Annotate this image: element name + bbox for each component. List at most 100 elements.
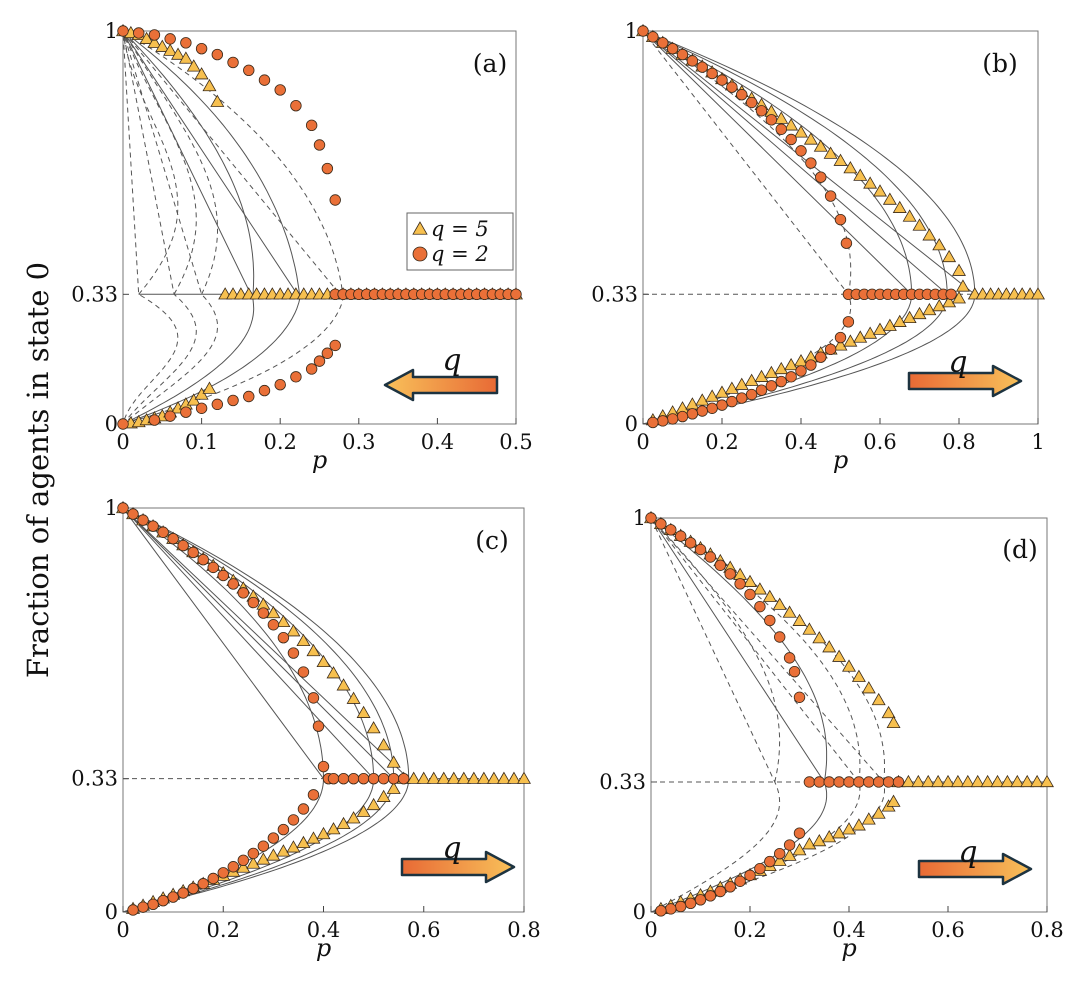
data-point-circle (684, 897, 697, 910)
data-point-circle (714, 559, 727, 571)
x-tick-label: 0.8 (1030, 918, 1063, 942)
data-point-circle (775, 375, 787, 388)
data-point-triangle (316, 654, 331, 668)
data-point-triangle (853, 168, 868, 181)
data-point-circle (754, 600, 766, 613)
data-point-circle (805, 359, 817, 371)
data-point-circle (290, 371, 302, 383)
x-tick-label: 0 (644, 918, 657, 942)
data-point-triangle (1031, 287, 1045, 300)
data-point-circle (694, 543, 707, 556)
data-point-circle (706, 67, 718, 80)
panel-c: 0 0.2 0.4 0.6 0.8 0 0.33 1 p (c) q (71, 496, 540, 962)
data-point-circle (834, 331, 847, 344)
data-point-circle (117, 502, 129, 514)
data-point-circle (824, 343, 837, 356)
data-point-triangle (922, 228, 937, 241)
data-point-triangle (802, 622, 817, 635)
x-tick-label: 0.8 (942, 430, 975, 454)
data-point-triangle (734, 377, 749, 390)
data-point-circle (290, 99, 302, 112)
data-point-circle (716, 399, 728, 411)
data-point-circle (305, 363, 318, 375)
data-point-circle (137, 514, 149, 526)
data-point-circle (321, 162, 334, 175)
data-point-circle (785, 371, 797, 383)
plot-frame (642, 30, 1039, 425)
data-point-circle (312, 720, 325, 732)
data-point-circle (676, 48, 689, 61)
x-tick-label: 0.2 (705, 430, 738, 454)
data-point-circle (274, 379, 286, 391)
data-point-circle (706, 402, 718, 414)
data-point-circle (764, 614, 776, 627)
data-point-triangle (881, 705, 896, 719)
data-point-triangle (823, 146, 838, 159)
y-tick-label: 0 (105, 412, 118, 436)
data-point-circle (783, 839, 796, 851)
data-point-circle (187, 546, 199, 559)
bifurcation-curve (650, 517, 781, 913)
data-point-triangle (366, 721, 381, 734)
data-point-circle (133, 27, 145, 39)
data-point-triangle (882, 192, 897, 205)
bifurcation-curve (642, 30, 948, 425)
data-point-triangle (784, 357, 799, 371)
data-point-triangle (912, 218, 927, 231)
x-tick-label: 0.2 (733, 918, 766, 942)
data-point-triangle (851, 669, 866, 682)
data-point-circle (247, 596, 260, 609)
data-point-triangle (346, 811, 361, 824)
data-point-circle (813, 776, 826, 788)
x-axis-label: p (316, 934, 331, 962)
data-point-circle (736, 392, 748, 404)
data-point-circle (637, 25, 649, 37)
data-point-triangle (922, 302, 937, 316)
data-point-circle (180, 406, 192, 418)
data-point-circle (357, 772, 370, 785)
plot-frame (650, 517, 1048, 913)
data-point-triangle (194, 67, 209, 80)
data-point-triangle (931, 774, 946, 788)
data-point-circle (257, 840, 270, 852)
data-point-triangle (476, 771, 491, 784)
data-point-circle (734, 875, 746, 887)
data-point-circle (317, 760, 330, 773)
data-point-triangle (886, 715, 901, 729)
data-point-triangle (466, 771, 481, 784)
x-tick-label: 0.8 (507, 918, 540, 942)
data-point-circle (655, 518, 667, 530)
data-point-circle (714, 885, 727, 898)
panel-label: (d) (1002, 535, 1038, 564)
data-point-triangle (695, 393, 710, 406)
data-point-circle (257, 607, 270, 619)
data-point-triangle (715, 385, 729, 398)
data-point-circle (387, 772, 400, 785)
data-point-triangle (863, 176, 878, 189)
data-point-triangle (812, 833, 827, 847)
data-point-circle (321, 347, 334, 359)
data-point-triangle (822, 830, 837, 843)
data-point-circle (247, 847, 260, 860)
y-tick-label: 0 (633, 900, 646, 924)
x-tick-label: 0.4 (307, 918, 340, 942)
data-point-triangle (456, 771, 471, 784)
data-point-circle (329, 194, 341, 206)
data-point-circle (147, 898, 159, 911)
x-tick-label: 0.4 (832, 918, 865, 942)
data-point-triangle (873, 184, 887, 197)
data-point-triangle (376, 738, 391, 751)
data-point-circle (164, 410, 176, 422)
data-point-circle (945, 288, 957, 301)
data-point-triangle (912, 306, 927, 320)
data-point-triangle (171, 47, 186, 60)
data-point-circle (177, 887, 189, 899)
data-point-triangle (266, 848, 281, 861)
data-point-triangle (833, 153, 848, 166)
data-point-circle (267, 619, 280, 631)
data-point-circle (117, 418, 129, 430)
data-point-triangle (426, 771, 441, 784)
panel-a: 0 0.1 0.2 0.3 0.4 0.5 0 0.33 1 p (a) q q = 5q = 2 (71, 19, 532, 474)
data-point-triangle (436, 771, 451, 784)
data-point-circle (227, 394, 239, 407)
